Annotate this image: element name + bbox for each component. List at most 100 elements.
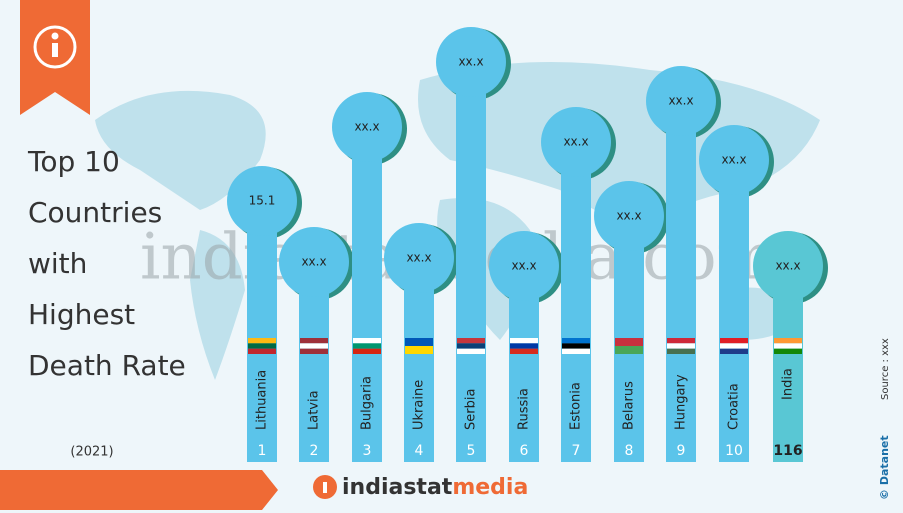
- flag-stripe: [562, 338, 590, 344]
- flag-stripe: [510, 343, 538, 349]
- rank-label: 7: [572, 443, 581, 459]
- column: [666, 101, 696, 462]
- flag-stripe: [774, 348, 802, 354]
- flag-stripe: [457, 348, 485, 354]
- flag-stripe: [300, 343, 328, 349]
- value-label: xx.x: [406, 251, 431, 265]
- info-icon: [33, 25, 77, 69]
- info-badge: [20, 0, 90, 115]
- flag-stripe: [667, 343, 695, 349]
- value-circle: [541, 107, 611, 177]
- title-line: Death Rate: [28, 349, 186, 382]
- title-line: Countries: [28, 196, 162, 229]
- country-label: Latvia: [307, 390, 322, 430]
- flag-stripe: [405, 346, 433, 354]
- year: (2021): [70, 445, 113, 460]
- columns: 15.1 Lithuania 1 xx.x Latvia 2 xx.x Bulgaria 3 xx…: [227, 27, 828, 462]
- value-circle: [384, 223, 454, 293]
- flag-stripe: [353, 348, 381, 354]
- value-label: xx.x: [511, 259, 536, 273]
- value-circle: [436, 27, 506, 97]
- value-label: xx.x: [668, 94, 693, 108]
- credit: © Datanet: [878, 435, 891, 500]
- column: [456, 62, 486, 462]
- flag-stripe: [457, 343, 485, 349]
- flag-stripe: [774, 343, 802, 349]
- logo-icon-bar: [323, 482, 327, 493]
- value-label: xx.x: [354, 120, 379, 134]
- country-label: India: [781, 368, 796, 400]
- flag-stripe: [615, 338, 643, 346]
- flag-stripe: [248, 338, 276, 344]
- flag-stripe: [510, 348, 538, 354]
- value-circle: [227, 166, 297, 236]
- value-label: xx.x: [301, 255, 326, 269]
- flag-stripe: [510, 338, 538, 344]
- value-circle: [699, 125, 769, 195]
- value-label: xx.x: [458, 55, 483, 69]
- brand-a: indiastat: [342, 475, 453, 500]
- brand: indiastatmedia: [342, 475, 528, 500]
- flag-stripe: [405, 338, 433, 346]
- flag-stripe: [248, 348, 276, 354]
- flag-stripe: [774, 338, 802, 344]
- flag-stripe: [300, 348, 328, 354]
- flag-stripe: [562, 348, 590, 354]
- column: [561, 142, 591, 462]
- column: [247, 201, 277, 462]
- title-line: with: [28, 247, 87, 280]
- value-label: 15.1: [249, 194, 276, 208]
- value-circle: [489, 231, 559, 301]
- flag-stripe: [720, 338, 748, 344]
- country-label: Lithuania: [255, 370, 270, 430]
- value-label: xx.x: [721, 153, 746, 167]
- rank-label: 116: [773, 443, 802, 459]
- info-icon-bar: [52, 43, 58, 57]
- country-label: Hungary: [674, 374, 689, 430]
- value-label: xx.x: [775, 259, 800, 273]
- rank-label: 2: [310, 443, 319, 459]
- rank-label: 3: [363, 443, 372, 459]
- rank-label: 8: [625, 443, 634, 459]
- flag-stripe: [720, 348, 748, 354]
- country-label: Serbia: [464, 389, 479, 430]
- country-label: Ukraine: [412, 380, 427, 430]
- rank-label: 10: [725, 443, 743, 459]
- value-circle: [646, 66, 716, 136]
- rank-label: 9: [677, 443, 686, 459]
- rank-label: 1: [258, 443, 267, 459]
- value-label: xx.x: [563, 135, 588, 149]
- column: [719, 160, 749, 462]
- flag-stripe: [353, 343, 381, 349]
- country-label: Croatia: [727, 383, 742, 430]
- flag-stripe: [720, 343, 748, 349]
- country-label: Russia: [517, 388, 532, 430]
- column: [352, 127, 382, 462]
- title-line: Top 10: [27, 145, 120, 178]
- flag-stripe: [667, 338, 695, 344]
- value-circle: [594, 181, 664, 251]
- value-circle: [753, 231, 823, 301]
- footer-band: [0, 470, 278, 510]
- brand-b: media: [452, 475, 528, 500]
- rank-label: 5: [467, 443, 476, 459]
- flag-stripe: [300, 338, 328, 344]
- flag-stripe: [667, 348, 695, 354]
- flag-stripe: [615, 346, 643, 354]
- title-line: Highest: [28, 298, 135, 331]
- rank-label: 6: [520, 443, 529, 459]
- info-icon-dot: [51, 32, 59, 40]
- country-label: Bulgaria: [360, 376, 375, 430]
- flag-stripe: [457, 338, 485, 344]
- value-circle: [279, 227, 349, 297]
- title: Top 10 Countries with Highest Death Rate: [27, 145, 186, 382]
- flag-stripe: [562, 343, 590, 349]
- flag-stripe: [248, 343, 276, 349]
- source: Source : xxx: [880, 338, 891, 400]
- country-label: Belarus: [622, 381, 637, 430]
- country-label: Estonia: [569, 382, 584, 430]
- flag-stripe: [353, 338, 381, 344]
- value-circle: [332, 92, 402, 162]
- rank-label: 4: [415, 443, 424, 459]
